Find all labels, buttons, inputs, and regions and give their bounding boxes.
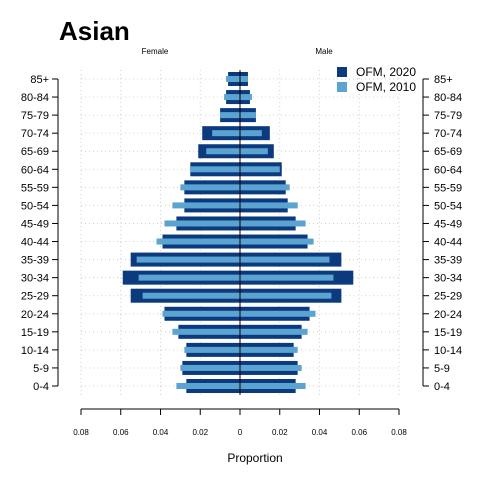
bar-female-70-74-s1 [212, 130, 240, 137]
y-axis-left: 0-4 5-9 10-14 15-19 20-24 25-29 30-34 35-39 40-4… [21, 74, 59, 393]
bar-female-85+-s1 [226, 76, 240, 82]
y-tick-label-right: 0-4 [434, 381, 450, 393]
bar-male-45-49-s1 [240, 220, 306, 227]
y-axis-right: 0-4 5-9 10-14 15-19 20-24 25-29 30-34 35-39 40-4… [422, 74, 462, 393]
bar-female-10-14-s1 [184, 346, 240, 353]
y-tick-label-right: 70-74 [434, 128, 462, 140]
x-axis-label: Proportion [227, 451, 282, 465]
x-tick-label: 0.04 [312, 428, 328, 437]
female-label: Female [142, 47, 169, 56]
bar-male-80-84-s1 [240, 94, 252, 101]
male-label: Male [315, 47, 333, 56]
y-tick-label-right: 75-79 [434, 110, 462, 122]
bar-male-0-4-s1 [240, 383, 306, 389]
y-tick-label-left: 15-19 [21, 327, 49, 339]
y-tick-label-right: 50-54 [434, 200, 462, 212]
bar-male-40-44-s1 [240, 238, 314, 245]
bar-female-55-59-s1 [180, 184, 240, 191]
chart-title: Asian [59, 16, 130, 46]
y-tick-label-left: 75-79 [21, 110, 49, 122]
bar-female-30-34-s1 [138, 274, 240, 281]
y-tick-label-right: 65-69 [434, 146, 462, 158]
x-axis: 0.08 0.06 0.04 0.02 0 0.02 0.04 0.06 0.08 [73, 408, 407, 437]
y-tick-label-left: 25-29 [21, 291, 49, 303]
y-tick-label-right: 80-84 [434, 92, 462, 104]
y-tick-label-right: 40-44 [434, 237, 462, 249]
y-tick-label-left: 65-69 [21, 146, 49, 158]
y-tick-label-right: 55-59 [434, 182, 462, 194]
bar-female-65-69-s1 [206, 148, 240, 155]
y-tick-label-left: 30-34 [21, 273, 49, 285]
bar-male-10-14-s1 [240, 346, 298, 353]
legend-swatch-2020 [337, 67, 347, 77]
bar-female-45-49-s1 [164, 220, 240, 227]
bar-female-15-19-s1 [172, 328, 240, 335]
y-tick-label-left: 60-64 [21, 164, 49, 176]
x-tick-label: 0.02 [272, 428, 288, 437]
y-tick-label-left: 80-84 [21, 92, 49, 104]
y-tick-label-left: 0-4 [33, 381, 49, 393]
bar-male-65-69-s1 [240, 148, 268, 155]
bar-female-20-24-s1 [162, 310, 240, 317]
bar-female-50-54-s1 [172, 202, 240, 209]
bar-male-5-9-s1 [240, 364, 302, 371]
bar-male-20-24-s1 [240, 310, 316, 317]
y-tick-label-right: 85+ [434, 74, 453, 86]
legend-swatch-2010 [337, 82, 347, 92]
x-tick-label: 0 [238, 428, 243, 437]
y-tick-label-right: 25-29 [434, 291, 462, 303]
x-tick-label: 0.08 [391, 428, 407, 437]
bar-male-85+-s1 [240, 76, 248, 82]
bar-female-75-79-s1 [220, 112, 240, 119]
bar-female-25-29-s1 [142, 292, 240, 299]
y-tick-label-left: 70-74 [21, 128, 49, 140]
bar-male-70-74-s1 [240, 130, 262, 137]
y-tick-label-left: 20-24 [21, 309, 49, 321]
y-tick-label-right: 30-34 [434, 273, 462, 285]
bar-male-35-39-s1 [240, 256, 330, 263]
bar-male-25-29-s1 [240, 292, 332, 299]
bar-female-5-9-s1 [180, 364, 240, 371]
bar-female-35-39-s1 [136, 256, 240, 263]
y-tick-label-right: 10-14 [434, 345, 462, 357]
y-tick-label-right: 20-24 [434, 309, 462, 321]
y-tick-label-left: 55-59 [21, 182, 49, 194]
x-tick-label: 0.04 [153, 428, 169, 437]
legend-label-2010: OFM, 2010 [356, 80, 416, 94]
bar-male-75-79-s1 [240, 112, 256, 119]
y-tick-label-right: 15-19 [434, 327, 462, 339]
x-tick-label: 0.08 [73, 428, 89, 437]
legend: OFM, 2020 OFM, 2010 [337, 65, 416, 94]
x-tick-label: 0.02 [192, 428, 208, 437]
y-tick-label-left: 10-14 [21, 345, 49, 357]
bar-female-60-64-s1 [190, 166, 240, 173]
bars-group [122, 72, 354, 393]
bar-male-30-34-s1 [240, 274, 334, 281]
legend-label-2020: OFM, 2020 [356, 65, 416, 79]
x-tick-label: 0.06 [113, 428, 129, 437]
bar-male-15-19-s1 [240, 328, 308, 335]
y-tick-label-left: 5-9 [33, 363, 49, 375]
y-tick-label-left: 40-44 [21, 237, 49, 249]
y-tick-label-left: 85+ [30, 74, 49, 86]
bar-male-50-54-s1 [240, 202, 298, 209]
y-tick-label-right: 45-49 [434, 218, 462, 230]
bar-female-40-44-s1 [156, 238, 240, 245]
y-tick-label-left: 50-54 [21, 200, 49, 212]
bar-female-80-84-s1 [224, 94, 240, 101]
x-tick-label: 0.06 [351, 428, 367, 437]
y-tick-label-left: 45-49 [21, 218, 49, 230]
bar-female-0-4-s1 [176, 383, 240, 389]
y-tick-label-left: 35-39 [21, 255, 49, 267]
bar-male-60-64-s1 [240, 166, 280, 173]
bar-male-55-59-s1 [240, 184, 290, 191]
y-tick-label-right: 35-39 [434, 255, 462, 267]
y-tick-label-right: 60-64 [434, 164, 462, 176]
y-tick-label-right: 5-9 [434, 363, 450, 375]
